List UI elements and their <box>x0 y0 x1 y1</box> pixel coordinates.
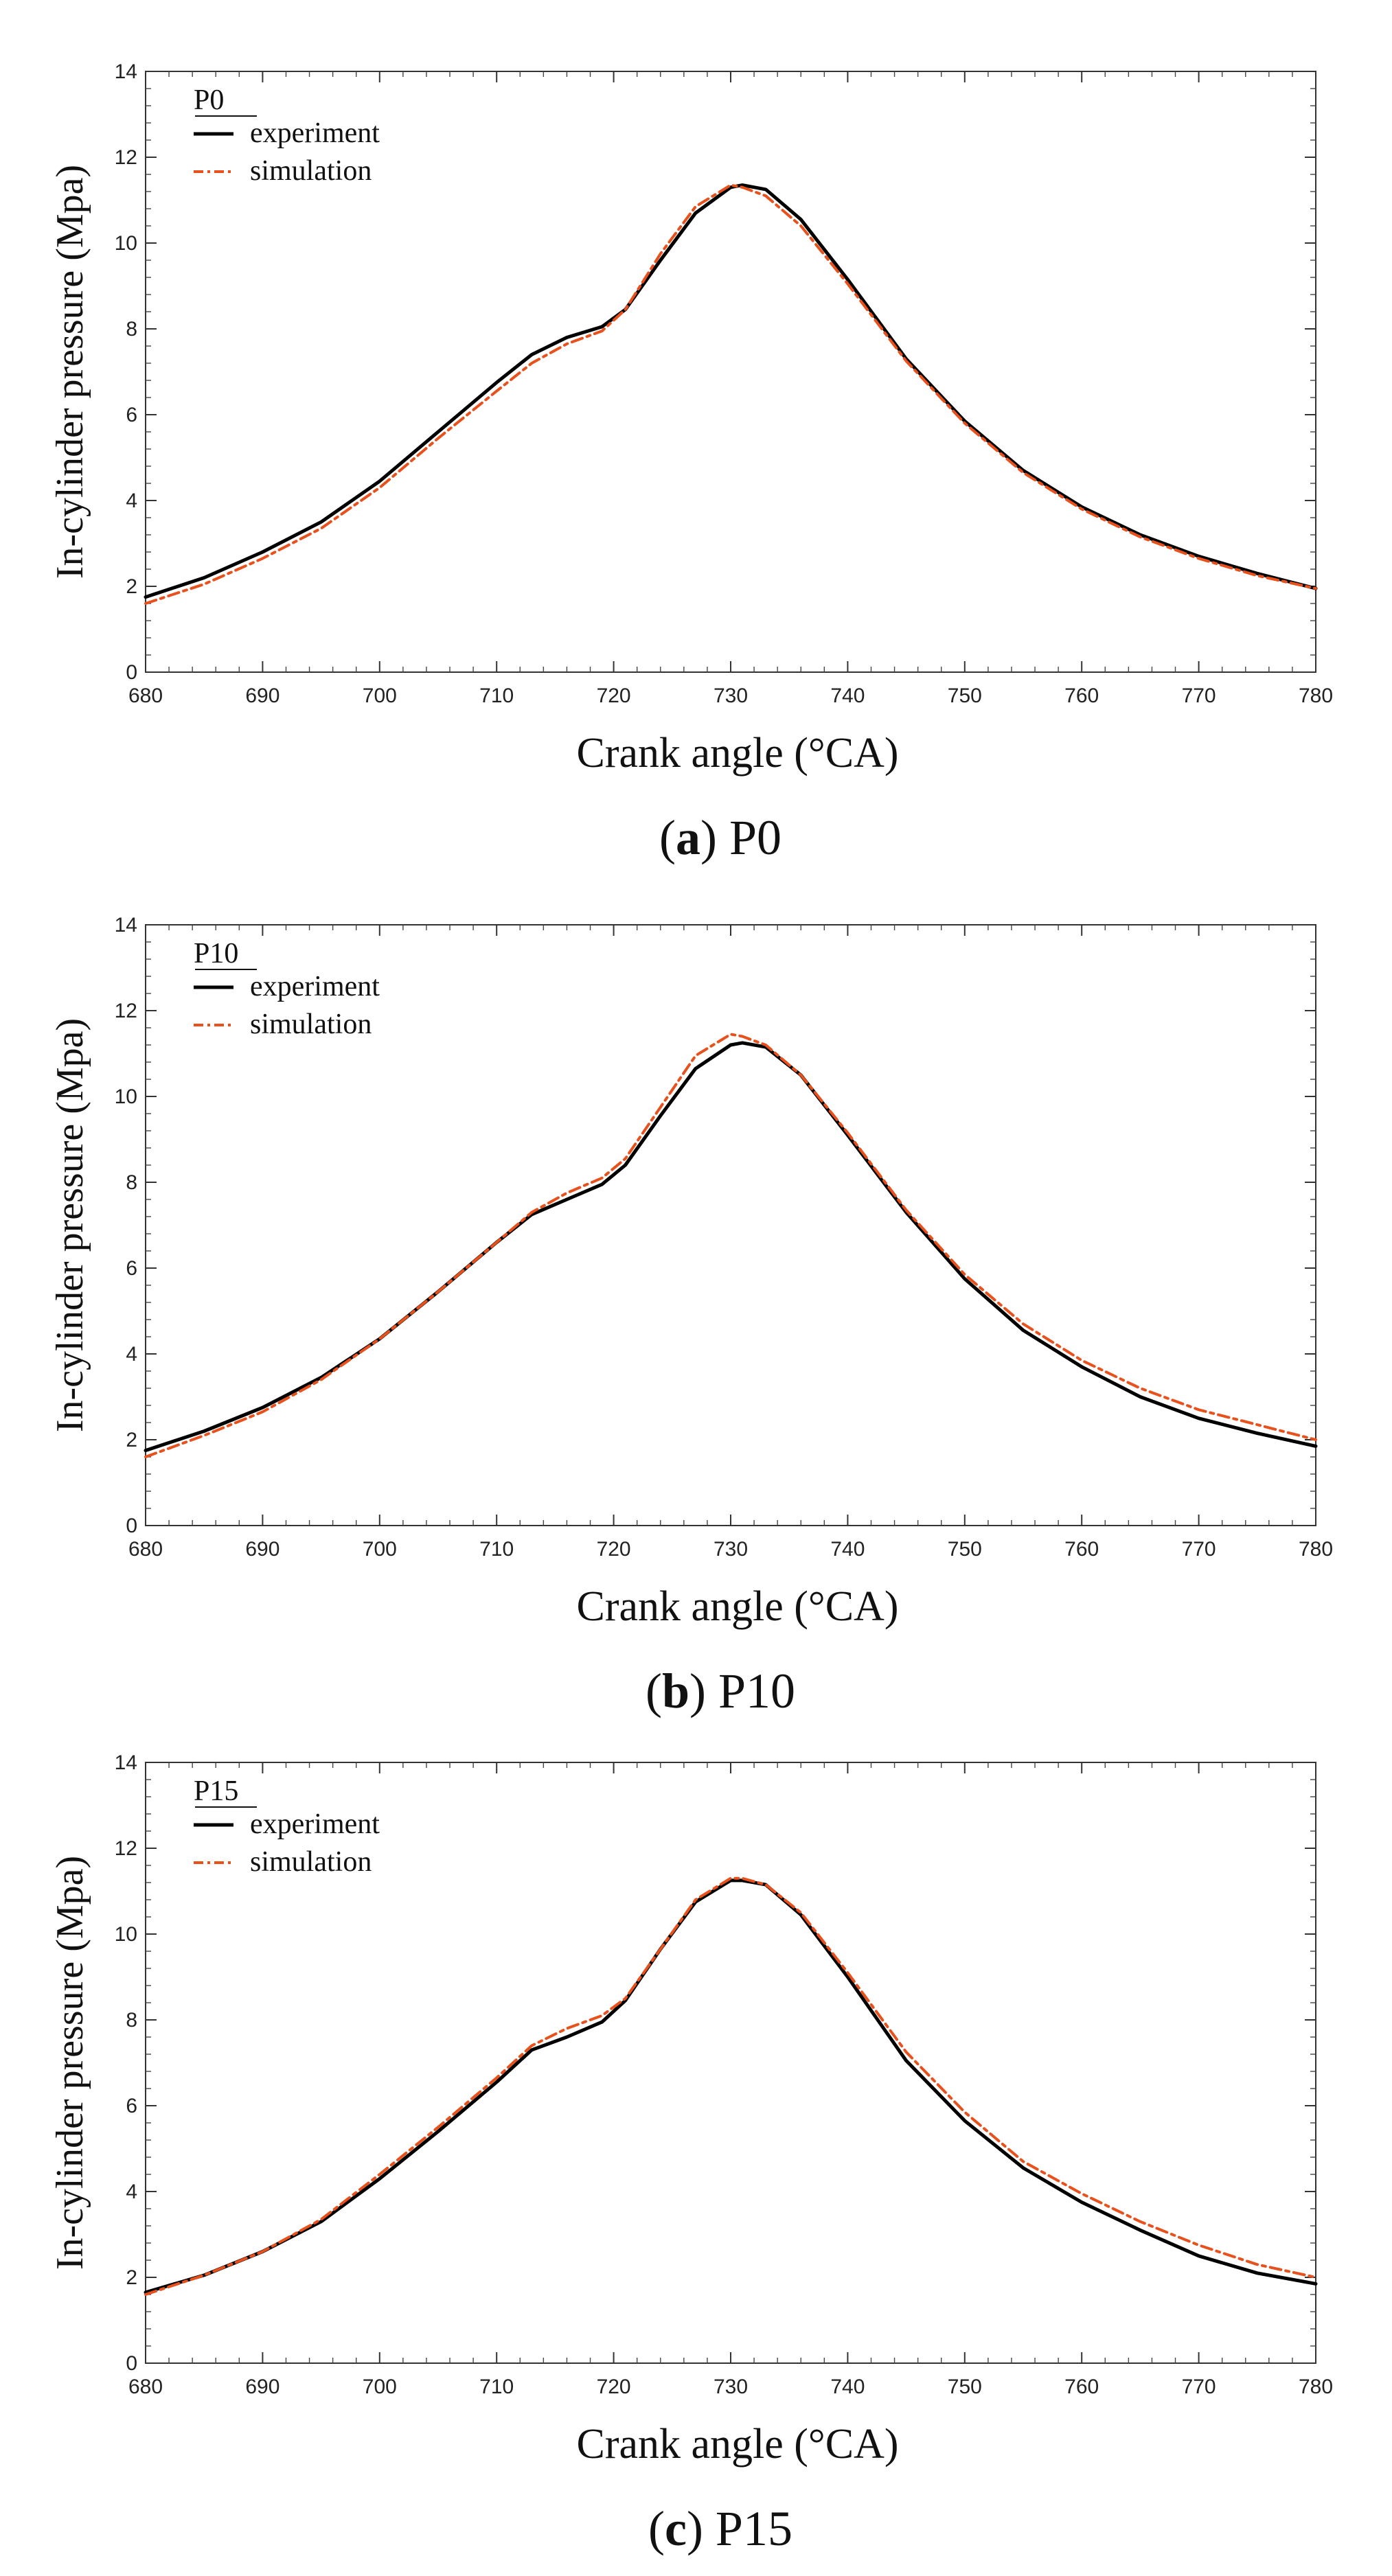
legend-label-experiment: experiment <box>250 1808 380 1840</box>
chart-panel-b: 680 690 700 710 720 730 740 750 760 770 780 0 2 4 6 8 10… <box>49 914 1333 1718</box>
y-tick-label: 2 <box>126 1429 137 1451</box>
chart-panel-a: 680 690 700 710 720 730 740 750 760 770 780 0 2 4 6 8 10… <box>49 60 1333 865</box>
x-tick-label: 680 <box>128 685 163 707</box>
y-tick-label: 0 <box>126 661 137 684</box>
x-tick-label: 700 <box>363 685 397 707</box>
series-group <box>144 1876 1318 2296</box>
x-tick-label: 690 <box>245 1538 279 1561</box>
x-tick-label: 760 <box>1064 2376 1099 2398</box>
legend-label-simulation: simulation <box>250 155 372 187</box>
legend-label-experiment: experiment <box>250 117 380 149</box>
x-tick-label: 710 <box>479 685 514 707</box>
x-tick-label: 710 <box>479 2376 514 2398</box>
y-tick-label: 6 <box>126 2095 137 2117</box>
x-tick-label: 770 <box>1182 1538 1216 1561</box>
y-tick-label: 4 <box>126 2181 137 2203</box>
y-tick-label: 10 <box>115 232 137 255</box>
series-line-simulation <box>144 1033 1317 1458</box>
x-tick-label: 690 <box>245 685 279 707</box>
x-tick-label: 770 <box>1182 685 1216 707</box>
y-tick-label: 0 <box>126 2352 137 2375</box>
x-tick-label: 690 <box>245 2376 279 2398</box>
y-tick-label: 14 <box>115 914 137 936</box>
y-axis-title: In-cylinder pressure (Mpa) <box>49 1856 91 2270</box>
series-line-simulation <box>144 1876 1317 2296</box>
x-tick-label: 710 <box>479 1538 514 1561</box>
y-tick-label: 12 <box>115 146 137 169</box>
x-tick-label: 740 <box>830 685 865 707</box>
y-tick-label: 4 <box>126 490 137 512</box>
y-axis-title: In-cylinder pressure (Mpa) <box>49 165 91 579</box>
y-tick-label: 8 <box>126 318 137 341</box>
x-tick-label: 740 <box>830 1538 865 1561</box>
series-line-experiment <box>144 183 1318 599</box>
x-tick-label: 760 <box>1064 685 1099 707</box>
x-tick-label: 740 <box>830 2376 865 2398</box>
y-tick-label: 4 <box>126 1343 137 1366</box>
x-tick-label: 750 <box>948 2376 982 2398</box>
series-line-experiment <box>144 1878 1318 2295</box>
y-tick-label: 12 <box>115 1000 137 1022</box>
legend-title: P0 <box>194 84 224 116</box>
series-group <box>144 183 1318 605</box>
panel-caption: (c) P15 <box>648 2501 792 2556</box>
x-tick-label: 700 <box>363 2376 397 2398</box>
x-tick-label: 700 <box>363 1538 397 1561</box>
x-tick-label: 760 <box>1064 1538 1099 1561</box>
x-tick-label: 680 <box>128 1538 163 1561</box>
y-tick-label: 6 <box>126 1257 137 1280</box>
y-tick-label: 6 <box>126 404 137 426</box>
panel-caption: (a) P0 <box>659 810 781 865</box>
x-tick-label: 720 <box>597 1538 631 1561</box>
y-tick-label: 10 <box>115 1923 137 1946</box>
legend-title: P10 <box>194 938 238 969</box>
y-axis-title: In-cylinder pressure (Mpa) <box>49 1018 91 1432</box>
y-tick-label: 10 <box>115 1085 137 1108</box>
x-tick-label: 680 <box>128 2376 163 2398</box>
x-tick-label: 780 <box>1299 685 1333 707</box>
x-tick-label: 720 <box>597 685 631 707</box>
y-tick-label: 8 <box>126 2009 137 2032</box>
y-tick-label: 2 <box>126 575 137 598</box>
x-tick-label: 750 <box>948 685 982 707</box>
x-tick-label: 730 <box>714 1538 748 1561</box>
x-axis-title: Crank angle (°CA) <box>577 730 899 777</box>
legend-title: P15 <box>194 1775 238 1807</box>
y-tick-label: 8 <box>126 1171 137 1194</box>
x-tick-label: 780 <box>1299 1538 1333 1561</box>
legend-label-simulation: simulation <box>250 1009 372 1040</box>
y-tick-label: 14 <box>115 1751 137 1774</box>
series-line-simulation <box>144 183 1317 605</box>
chart-panel-c: 680 690 700 710 720 730 740 750 760 770 780 0 2 4 6 8 10… <box>49 1751 1333 2556</box>
y-tick-label: 12 <box>115 1837 137 1860</box>
legend-label-simulation: simulation <box>250 1846 372 1878</box>
x-tick-label: 780 <box>1299 2376 1333 2398</box>
x-tick-label: 720 <box>597 2376 631 2398</box>
y-tick-label: 0 <box>126 1515 137 1537</box>
legend-label-experiment: experiment <box>250 971 380 1002</box>
x-tick-label: 750 <box>948 1538 982 1561</box>
series-group <box>144 1033 1318 1458</box>
series-line-experiment <box>144 1041 1318 1453</box>
panel-caption: (b) P10 <box>646 1664 795 1718</box>
legend: P10 experiment simulation <box>194 938 380 1040</box>
x-axis-title: Crank angle (°CA) <box>577 1583 899 1630</box>
x-tick-label: 730 <box>714 2376 748 2398</box>
y-tick-label: 2 <box>126 2266 137 2289</box>
y-tick-label: 14 <box>115 60 137 83</box>
x-tick-label: 770 <box>1182 2376 1216 2398</box>
x-axis-title: Crank angle (°CA) <box>577 2421 899 2468</box>
x-tick-label: 730 <box>714 685 748 707</box>
legend: P15 experiment simulation <box>194 1775 380 1878</box>
legend: P0 experiment simulation <box>194 84 380 187</box>
